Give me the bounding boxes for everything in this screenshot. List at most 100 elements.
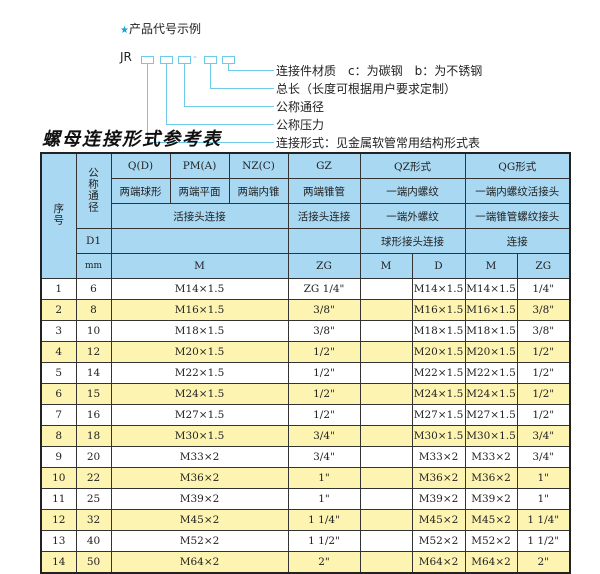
header-qg-m: M [464,253,518,279]
cell-m: M27×1.5 [110,404,289,426]
cell-no: 7 [40,404,77,426]
header-m: M [110,253,289,279]
cell-no: 1 [40,278,77,300]
table-row: 13 40 M52×2 1 1/2" M52×2 M52×2 1 1/2" [40,530,571,552]
cell-qz-d: M52×2 [411,530,466,552]
header-q-desc: 两端球形 [110,178,171,204]
table-row: 12 32 M45×2 1 1/4" M45×2 M45×2 1 1/4" [40,509,571,531]
cell-no: 8 [40,425,77,447]
cell-m: M52×2 [110,530,289,552]
cell-d1: 14 [75,362,112,384]
table-row: 8 18 M30×1.5 3/4" M30×1.5 M30×1.5 3/4" [40,425,571,447]
nut-connection-table: 序号 公称通径 Q(D) PM(A) NZ(C) GZ QZ形式 QG形式 两端… [40,152,571,574]
cell-qg-zg: 1" [516,467,571,489]
table-row: 3 10 M18×1.5 3/8" M18×1.5 M18×1.5 3/8" [40,320,571,342]
cell-qz-d: M39×2 [411,488,466,510]
cell-zg: 2" [287,551,361,574]
cell-qg-zg: 2" [516,551,571,574]
cell-m: M20×1.5 [110,341,289,363]
cell-qg-zg: 3/4" [516,425,571,447]
cell-qg-zg: 3/8" [516,299,571,321]
cell-no: 12 [40,509,77,531]
cell-no: 4 [40,341,77,363]
header-union1: 活接头连接 [110,203,289,229]
cell-d1: 50 [75,551,112,574]
cell-no: 5 [40,362,77,384]
cell-m: M36×2 [110,467,289,489]
cell-qz-m [359,425,413,447]
cell-qz-m [359,551,413,574]
cell-qg-zg: 1 1/2" [516,530,571,552]
cell-m: M30×1.5 [110,425,289,447]
cell-no: 2 [40,299,77,321]
cell-zg: 1 1/4" [287,509,361,531]
cell-zg: 3/4" [287,446,361,468]
header-zg: ZG [287,253,361,279]
desc-material: 连接件材质 c：为碳钢 b：为不锈钢 [276,64,483,78]
cell-qg-zg: 1" [516,488,571,510]
cell-qg-m: M30×1.5 [464,425,518,447]
cell-qz-d: M14×1.5 [411,278,466,300]
header-empty [110,228,289,254]
header-empty [287,228,361,254]
cell-zg: 1/2" [287,341,361,363]
cell-qg-m: M27×1.5 [464,404,518,426]
code-box [141,56,154,64]
cell-d1: 15 [75,383,112,405]
cell-qg-m: M52×2 [464,530,518,552]
cell-qz-d: M33×2 [411,446,466,468]
cell-no: 3 [40,320,77,342]
desc-pressure: 公称压力 [276,118,325,132]
cell-qg-m: M64×2 [464,551,518,574]
table-row: 5 14 M22×1.5 1/2" M22×1.5 M22×1.5 1/2" [40,362,571,384]
cell-d1: 20 [75,446,112,468]
cell-qg-m: M24×1.5 [464,383,518,405]
cell-d1: 25 [75,488,112,510]
cell-m: M16×1.5 [110,299,289,321]
header-mm: mm [75,253,112,279]
table-row: 4 12 M20×1.5 1/2" M20×1.5 M20×1.5 1/2" [40,341,571,363]
code-box [178,56,191,64]
code-box [222,56,235,64]
cell-qg-m: M36×2 [464,467,518,489]
desc-connection: 连接形式：见金属软管常用结构形式表 [276,136,481,150]
cell-zg: 1 1/2" [287,530,361,552]
cell-qz-m [359,446,413,468]
cell-d1: 16 [75,404,112,426]
header-gz-desc: 两端锥管 [287,178,361,204]
header-nz: NZ(C) [228,152,289,179]
table-row: 9 20 M33×2 3/4" M33×2 M33×2 3/4" [40,446,571,468]
header-gz: GZ [287,152,361,179]
code-separator: - [193,50,197,63]
header-pm: PM(A) [169,152,230,179]
cell-no: 10 [40,467,77,489]
cell-qz-d: M16×1.5 [411,299,466,321]
header-qz-d: D [411,253,466,279]
header-pm-desc: 两端平面 [169,178,230,204]
example-title-text: 产品代号示例 [128,22,201,36]
cell-zg: 1" [287,488,361,510]
cell-qz-d: M30×1.5 [411,425,466,447]
cell-d1: 40 [75,530,112,552]
cell-d1: 32 [75,509,112,531]
cell-qz-m [359,362,413,384]
cell-d1: 6 [75,278,112,300]
example-title: ★产品代号示例 [120,20,201,37]
table-title: 螺母连接形式参考表 [42,129,222,150]
cell-no: 9 [40,446,77,468]
cell-d1: 12 [75,341,112,363]
cell-qg-m: M16×1.5 [464,299,518,321]
cell-qz-m [359,404,413,426]
header-qz-m: M [359,253,413,279]
cell-qz-m [359,278,413,300]
table-row: 10 22 M36×2 1" M36×2 M36×2 1" [40,467,571,489]
cell-zg: 3/8" [287,320,361,342]
table-row: 2 8 M16×1.5 3/8" M16×1.5 M16×1.5 3/8" [40,299,571,321]
cell-m: M24×1.5 [110,383,289,405]
header-qg-desc3: 连接 [464,228,571,254]
cell-m: M33×2 [110,446,289,468]
cell-qg-zg: 1/2" [516,362,571,384]
code-prefix: JR [120,50,132,64]
header-q: Q(D) [110,152,171,179]
cell-qg-zg: 3/8" [516,320,571,342]
